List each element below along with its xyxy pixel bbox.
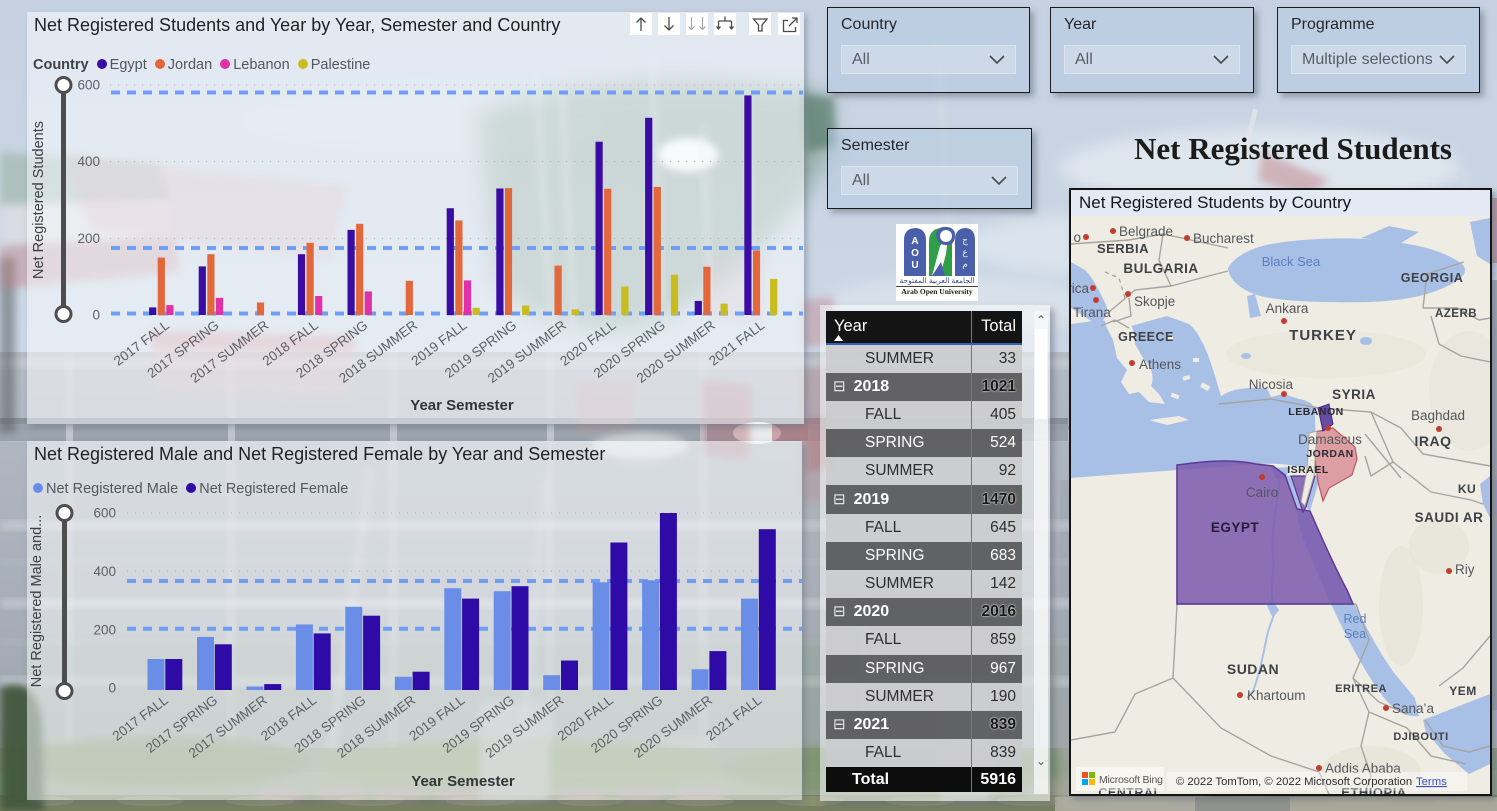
svg-text:م: م [962, 259, 968, 270]
svg-text:Cairo: Cairo [1246, 485, 1278, 500]
svg-text:Bucharest: Bucharest [1193, 231, 1254, 246]
svg-text:DJIBOUTI: DJIBOUTI [1393, 731, 1448, 743]
svg-text:AZERB: AZERB [1435, 308, 1477, 320]
svg-text:Sana’a: Sana’a [1392, 701, 1435, 716]
svg-text:ISRAEL: ISRAEL [1287, 464, 1329, 476]
svg-text:Net Registered Male and...: Net Registered Male and... [29, 515, 45, 687]
svg-text:Riy: Riy [1455, 562, 1475, 577]
svg-text:SAUDI AR: SAUDI AR [1415, 510, 1484, 525]
svg-text:0: 0 [92, 308, 100, 323]
svg-text:A: A [911, 236, 918, 247]
svg-text:Year Semester: Year Semester [411, 773, 515, 790]
svg-text:Microsoft Bing: Microsoft Bing [1099, 774, 1163, 786]
svg-text:Belgrade: Belgrade [1119, 224, 1173, 239]
svg-text:ج: ج [962, 235, 968, 246]
svg-text:600: 600 [77, 78, 100, 93]
svg-text:Athens: Athens [1139, 357, 1181, 372]
svg-text:Terms: Terms [1416, 776, 1447, 788]
svg-text:SUDAN: SUDAN [1227, 661, 1279, 677]
svg-text:Black Sea: Black Sea [1262, 254, 1321, 269]
svg-text:Khartoum: Khartoum [1247, 688, 1306, 703]
svg-text:200: 200 [77, 231, 100, 246]
svg-text:2021 FALL: 2021 FALL [703, 692, 765, 744]
svg-text:SERBIA: SERBIA [1097, 241, 1149, 256]
svg-text:O: O [911, 248, 919, 259]
svg-text:YEM: YEM [1449, 684, 1477, 698]
svg-text:EGYPT: EGYPT [1211, 520, 1260, 535]
svg-text:Ankara: Ankara [1266, 301, 1309, 316]
svg-text:© 2022 TomTom, © 2022 Microsof: © 2022 TomTom, © 2022 Microsoft Corporat… [1176, 776, 1412, 788]
svg-text:ع: ع [962, 247, 968, 258]
svg-text:SYRIA: SYRIA [1332, 387, 1376, 402]
svg-text:Sea: Sea [1344, 627, 1366, 641]
svg-text:Damascus: Damascus [1298, 432, 1362, 447]
svg-text:400: 400 [77, 154, 100, 169]
svg-text:IRAQ: IRAQ [1415, 433, 1452, 449]
svg-text:Red: Red [1344, 612, 1367, 626]
svg-text:400: 400 [93, 564, 116, 579]
svg-text:600: 600 [93, 506, 116, 521]
svg-text:U: U [911, 260, 918, 271]
svg-text:200: 200 [93, 622, 116, 637]
svg-text:o: o [1073, 230, 1081, 245]
svg-text:KU: KU [1458, 482, 1476, 496]
svg-text:GREECE: GREECE [1118, 330, 1174, 344]
svg-text:JORDAN: JORDAN [1306, 448, 1353, 460]
svg-text:Baghdad: Baghdad [1411, 408, 1465, 423]
svg-text:ETHIOPIA: ETHIOPIA [1341, 785, 1407, 794]
svg-text:Addis Ababa: Addis Ababa [1325, 761, 1401, 776]
svg-text:Skopje: Skopje [1134, 294, 1175, 309]
svg-text:Year Semester: Year Semester [410, 397, 514, 414]
svg-text:0: 0 [108, 681, 116, 696]
svg-text:GEORGIA: GEORGIA [1401, 271, 1464, 285]
svg-text:LEBANON: LEBANON [1288, 406, 1343, 418]
svg-text:rica: rica [1071, 281, 1089, 296]
svg-text:Net Registered Students: Net Registered Students [31, 121, 47, 279]
svg-text:BULGARIA: BULGARIA [1123, 261, 1198, 276]
svg-text:Tirana: Tirana [1073, 305, 1111, 320]
svg-text:Nicosia: Nicosia [1249, 377, 1294, 392]
svg-text:TURKEY: TURKEY [1289, 327, 1357, 344]
svg-text:2021 FALL: 2021 FALL [706, 317, 768, 369]
svg-text:ERITREA: ERITREA [1335, 683, 1387, 695]
